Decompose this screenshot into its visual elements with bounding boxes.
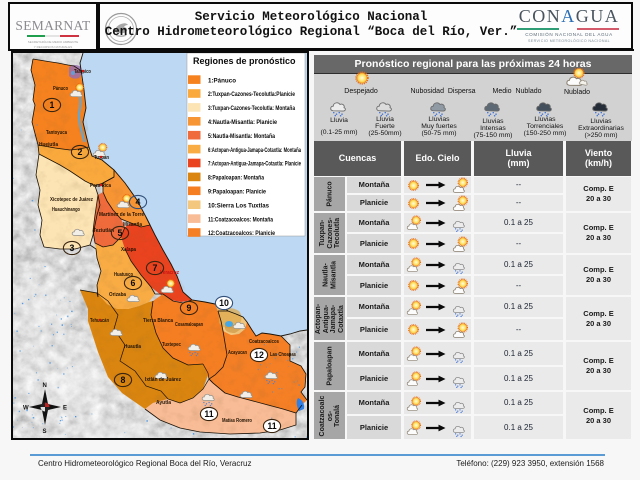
svg-text:Orizaba: Orizaba bbox=[109, 292, 127, 298]
svg-text:11:Coatzacoalcos: Montaña: 11:Coatzacoalcos: Montaña bbox=[208, 217, 274, 223]
svg-text:7:Actopan-Antigua-Jamapa-Cotax: 7:Actopan-Antigua-Jamapa-Cotaxtla: Plani… bbox=[208, 162, 301, 168]
svg-text:9:Papaloapan: Planicie: 9:Papaloapan: Planicie bbox=[208, 190, 267, 196]
svg-text:Tuxpan: Tuxpan bbox=[94, 155, 109, 161]
svg-text:2:Tuxpan-Cazones-Tecolutla:Pla: 2:Tuxpan-Cazones-Tecolutla:Planicie bbox=[208, 92, 296, 98]
svg-text:12:Coatzacoalcos: Planicie: 12:Coatzacoalcos: Planicie bbox=[208, 231, 276, 237]
svg-text:9: 9 bbox=[187, 303, 192, 313]
svg-text:Cosamaloapan: Cosamaloapan bbox=[175, 322, 203, 328]
svg-text:Huauchinango: Huauchinango bbox=[52, 207, 80, 213]
svg-text:4: 4 bbox=[136, 197, 141, 207]
svg-text:5: 5 bbox=[118, 228, 123, 238]
svg-text:11: 11 bbox=[267, 421, 276, 431]
svg-text:Misantla: Misantla bbox=[123, 222, 143, 228]
svg-text:Huautla: Huautla bbox=[124, 344, 142, 350]
svg-text:Pánuco: Pánuco bbox=[53, 86, 68, 92]
svg-text:8:Papaloapan: Montaña: 8:Papaloapan: Montaña bbox=[208, 176, 265, 182]
svg-text:6:Actopan-Antigua-Jamapa-Cotax: 6:Actopan-Antigua-Jamapa-Cotaxtla: Monta… bbox=[208, 148, 301, 154]
svg-text:11: 11 bbox=[204, 409, 213, 419]
svg-text:Matías Romero: Matías Romero bbox=[222, 418, 252, 424]
svg-text:Tuxtepec: Tuxtepec bbox=[162, 342, 181, 348]
svg-text:12: 12 bbox=[254, 350, 264, 360]
svg-text:Martínez de la Torre: Martínez de la Torre bbox=[99, 212, 144, 218]
svg-text:4:Nautla-Misantla: Planicie: 4:Nautla-Misantla: Planicie bbox=[208, 120, 278, 126]
svg-text:Xalapa: Xalapa bbox=[121, 247, 137, 253]
svg-text:Teziutlán: Teziutlán bbox=[93, 228, 115, 234]
svg-text:Huatusco: Huatusco bbox=[114, 272, 133, 278]
svg-text:Tierra Blanca: Tierra Blanca bbox=[143, 318, 174, 324]
svg-text:Coatzacoalcos: Coatzacoalcos bbox=[249, 339, 279, 345]
svg-text:Veracruz: Veracruz bbox=[160, 270, 179, 276]
svg-text:7: 7 bbox=[153, 263, 158, 273]
svg-text:2: 2 bbox=[78, 147, 83, 157]
svg-text:10:Sierra Los Tuxtlas: 10:Sierra Los Tuxtlas bbox=[208, 203, 270, 209]
svg-text:Xicotepec de Juárez: Xicotepec de Juárez bbox=[50, 197, 93, 203]
svg-text:Regiones de pronóstico: Regiones de pronóstico bbox=[193, 56, 296, 66]
svg-text:E: E bbox=[63, 406, 67, 412]
svg-text:S: S bbox=[43, 429, 47, 435]
svg-text:1:Pánuco: 1:Pánuco bbox=[208, 78, 236, 84]
svg-text:W: W bbox=[23, 406, 29, 412]
svg-text:Tantoyuca: Tantoyuca bbox=[46, 130, 68, 136]
svg-text:Las Choapas: Las Choapas bbox=[270, 352, 296, 358]
svg-text:3:Tuxpan-Cazones-Tecolutla: Mo: 3:Tuxpan-Cazones-Tecolutla: Montaña bbox=[208, 106, 296, 112]
svg-text:8: 8 bbox=[121, 375, 126, 385]
svg-text:1: 1 bbox=[50, 100, 55, 110]
svg-text:Ixtlán de Juárez: Ixtlán de Juárez bbox=[145, 377, 181, 383]
svg-text:Ayutla: Ayutla bbox=[156, 400, 172, 406]
svg-text:5:Nautla-Misantla: Montaña: 5:Nautla-Misantla: Montaña bbox=[208, 134, 276, 140]
svg-text:Huejutla: Huejutla bbox=[39, 142, 59, 148]
svg-text:6: 6 bbox=[131, 278, 136, 288]
svg-text:N: N bbox=[43, 383, 47, 389]
svg-text:Acayucan: Acayucan bbox=[228, 350, 247, 356]
svg-text:10: 10 bbox=[219, 298, 229, 308]
svg-text:3: 3 bbox=[70, 243, 75, 253]
